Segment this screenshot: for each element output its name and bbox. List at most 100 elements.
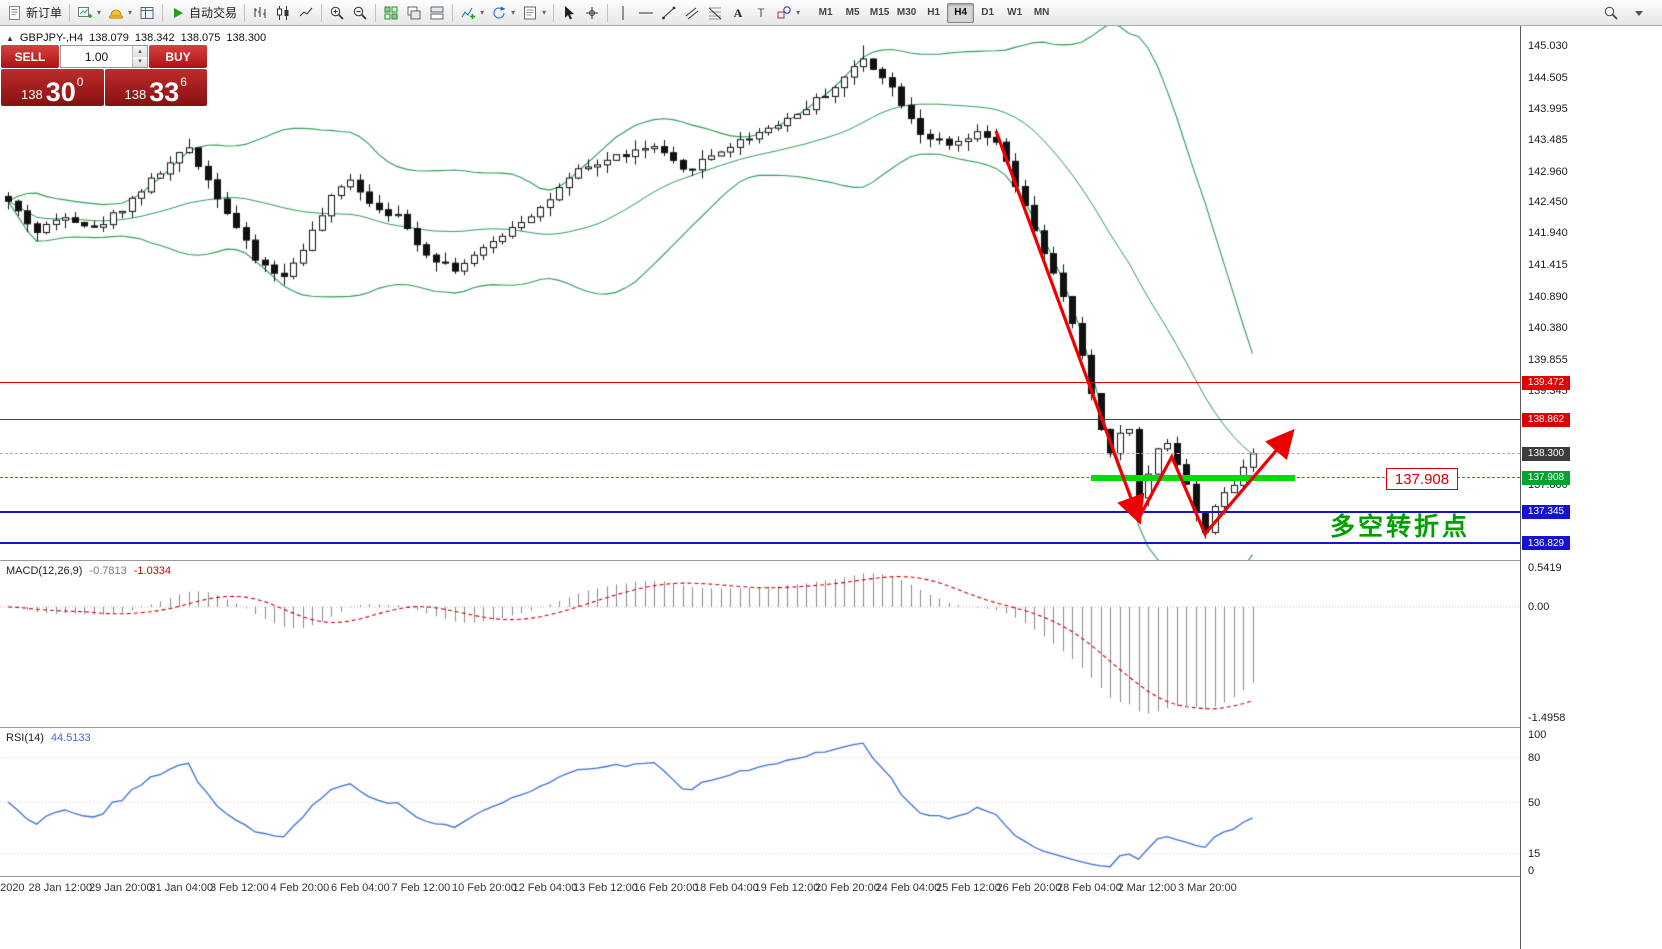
new-order-button[interactable]: 新订单 (4, 2, 65, 24)
toolbar-separator (162, 3, 164, 22)
chart-cycler-button[interactable]: ▾ (488, 2, 518, 24)
channel-icon (685, 7, 699, 19)
zoom-out-button[interactable] (349, 2, 371, 24)
buy-button[interactable]: BUY (149, 45, 207, 68)
fibonacci-button[interactable] (704, 2, 726, 24)
macd-signal-value: -1.0334 (133, 565, 172, 577)
time-axis-label: 25 Feb 12:00 (936, 882, 1001, 894)
time-axis-label: 3 Feb 12:00 (210, 882, 269, 894)
arrange-windows-icon (430, 6, 444, 19)
candlestick-button[interactable] (272, 2, 294, 24)
sell-price-display[interactable]: 138 30 0 (1, 69, 104, 106)
indicators-button[interactable]: ▾ (457, 2, 487, 24)
time-axis-label: 27 Jan 2020 (0, 882, 25, 894)
volume-input[interactable] (61, 46, 132, 67)
price-axis-label: 142.960 (1528, 165, 1568, 178)
price-axis-label: 139.855 (1528, 353, 1568, 366)
trendline-button[interactable] (658, 2, 680, 24)
search-icon (1604, 6, 1618, 20)
text-icon: A (734, 6, 743, 20)
sell-button[interactable]: SELL (1, 45, 59, 68)
timeframe-h4[interactable]: H4 (947, 2, 975, 23)
macd-scale-label: -1.4958 (1528, 712, 1566, 725)
toolbar-separator (375, 3, 377, 22)
buy-price-display[interactable]: 138 33 6 (104, 69, 207, 106)
vline-icon (622, 5, 624, 20)
price-badge-136.829: 136.829 (1522, 536, 1570, 551)
tile-windows-button[interactable] (380, 2, 402, 24)
hline-137.345[interactable] (0, 510, 1520, 513)
rsi-scale-label: 100 (1528, 729, 1547, 741)
volume-down-button[interactable]: ▾ (133, 56, 147, 67)
panel-separator[interactable] (0, 727, 1662, 728)
line-chart-button[interactable] (295, 2, 317, 24)
hline-138.3[interactable] (0, 453, 1520, 455)
hline-icon (639, 12, 654, 13)
hline-139.472[interactable] (0, 382, 1520, 384)
profiles-icon (109, 9, 123, 19)
macd-canvas[interactable] (0, 561, 1520, 727)
rsi-canvas[interactable] (0, 728, 1520, 876)
price-axis[interactable]: 145.030 144.505 143.995 143.485 142.960 142.4… (1520, 26, 1662, 949)
macd-name: MACD(12,26,9) (6, 565, 83, 577)
collapse-one-click-icon[interactable]: ▲ (6, 33, 14, 43)
timeframe-m1[interactable]: M1 (818, 7, 833, 18)
vertical-line-button[interactable] (612, 2, 634, 24)
panel-separator[interactable] (0, 876, 1662, 877)
text-button[interactable]: A (727, 2, 749, 24)
crosshair-button[interactable] (581, 2, 603, 24)
timeframe-mn[interactable]: MN (1033, 7, 1050, 18)
shapes-button[interactable]: ▾ (773, 2, 803, 24)
cursor-button[interactable] (558, 2, 580, 24)
auto-trading-button[interactable]: 自动交易 (167, 2, 240, 24)
label-button[interactable]: T (750, 2, 772, 24)
time-axis-label: 18 Feb 04:00 (694, 882, 759, 894)
templates-icon (524, 6, 537, 19)
cascade-windows-button[interactable] (403, 2, 425, 24)
search-button[interactable] (1600, 2, 1622, 24)
support-zone-segment[interactable] (1091, 474, 1296, 481)
bar-chart-button[interactable] (249, 2, 271, 24)
rsi-name: RSI(14) (6, 732, 44, 744)
time-axis-label: 10 Feb 20:00 (452, 882, 517, 894)
ohlc-low: 138.075 (180, 32, 221, 44)
arrange-windows-button[interactable] (426, 2, 448, 24)
hline-137.908[interactable] (0, 477, 1520, 479)
timeframe-w1[interactable]: W1 (1007, 7, 1023, 18)
auto-trading-button-label: 自动交易 (189, 6, 238, 20)
timeframe-m30[interactable]: M30 (896, 7, 917, 18)
hline-138.862[interactable] (0, 419, 1520, 421)
chevron-down-icon (1635, 10, 1643, 16)
sell-price-point: 0 (76, 75, 84, 89)
turning-point-annotation[interactable]: 多空转折点 (1330, 513, 1471, 541)
price-badge-137.345: 137.345 (1522, 504, 1570, 519)
time-axis-label: 16 Feb 20:00 (633, 882, 699, 894)
time-axis-label: 28 Jan 12:00 (28, 882, 93, 894)
rsi-scale-label: 50 (1528, 796, 1541, 809)
timeframe-h1[interactable]: H1 (927, 7, 941, 18)
rsi-scale-label: 15 (1528, 848, 1541, 861)
market-watch-button[interactable] (136, 2, 158, 24)
profiles-button[interactable]: ▾ (105, 2, 135, 24)
timeframe-d1[interactable]: D1 (981, 7, 995, 18)
zoom-in-button[interactable] (326, 2, 348, 24)
timeframe-m15[interactable]: M15 (869, 7, 890, 18)
price-tag-label[interactable]: 137.908 (1386, 468, 1458, 490)
panel-separator[interactable] (0, 560, 1662, 561)
new-chart-button[interactable]: ▾ (74, 2, 104, 24)
new-chart-icon (78, 6, 93, 18)
sell-price-big: 138 (21, 87, 43, 102)
horizontal-line-button[interactable] (635, 2, 657, 24)
time-axis-label: 29 Jan 20:00 (89, 882, 153, 894)
templates-button[interactable]: ▾ (519, 2, 549, 24)
timeframe-m5[interactable]: M5 (845, 7, 860, 18)
volume-up-button[interactable]: ▴ (133, 46, 147, 57)
new-order-button-label: 新订单 (26, 6, 63, 20)
channel-button[interactable] (681, 2, 703, 24)
toolbar-more-button[interactable] (1628, 2, 1650, 24)
hline-136.829[interactable] (0, 542, 1520, 545)
ohlc-open: 138.079 (89, 32, 129, 44)
toolbar: 新订单 ▾ ▾ 自动交易 ▾ ▾ ▾ A T ▾ M1 M5 M15 M30 H1 H4 D1 W1 MN (0, 0, 1662, 26)
cascade-windows-icon (407, 6, 421, 19)
